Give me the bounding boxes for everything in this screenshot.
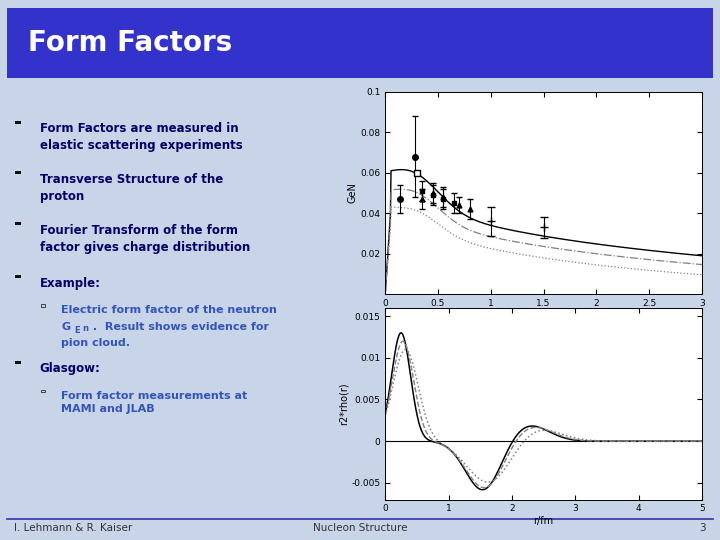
FancyBboxPatch shape	[0, 6, 720, 80]
Bar	[15, 222, 21, 225]
X-axis label: Q2: Q2	[536, 311, 551, 321]
Text: Electric form factor of the neutron: Electric form factor of the neutron	[61, 306, 277, 315]
Bar	[41, 305, 45, 307]
Bar	[15, 120, 21, 124]
Text: Form Factors are measured in
elastic scattering experiments: Form Factors are measured in elastic sca…	[40, 122, 243, 152]
Text: 3: 3	[699, 523, 706, 534]
Text: Form factor measurements at
MAMI and JLAB: Form factor measurements at MAMI and JLA…	[61, 391, 248, 414]
X-axis label: r/fm: r/fm	[534, 516, 554, 526]
Bar	[41, 390, 45, 392]
Text: Nucleon Structure: Nucleon Structure	[312, 523, 408, 534]
Text: E: E	[74, 326, 80, 335]
Text: n: n	[82, 325, 88, 333]
Bar	[15, 361, 21, 364]
Bar	[15, 275, 21, 278]
Text: Transverse Structure of the
proton: Transverse Structure of the proton	[40, 173, 223, 203]
Text: Fourier Transform of the form
factor gives charge distribution: Fourier Transform of the form factor giv…	[40, 224, 250, 254]
Text: Example:: Example:	[40, 277, 101, 290]
Text: .  Result shows evidence for: . Result shows evidence for	[89, 322, 269, 332]
Bar	[15, 172, 21, 174]
Text: Form Factors: Form Factors	[28, 29, 233, 57]
Text: G: G	[61, 322, 71, 332]
Text: pion cloud.: pion cloud.	[61, 338, 130, 348]
Y-axis label: GeN: GeN	[348, 183, 357, 204]
Y-axis label: r2*rho(r): r2*rho(r)	[338, 382, 348, 425]
Text: I. Lehmann & R. Kaiser: I. Lehmann & R. Kaiser	[14, 523, 132, 534]
Text: Glasgow:: Glasgow:	[40, 362, 101, 375]
